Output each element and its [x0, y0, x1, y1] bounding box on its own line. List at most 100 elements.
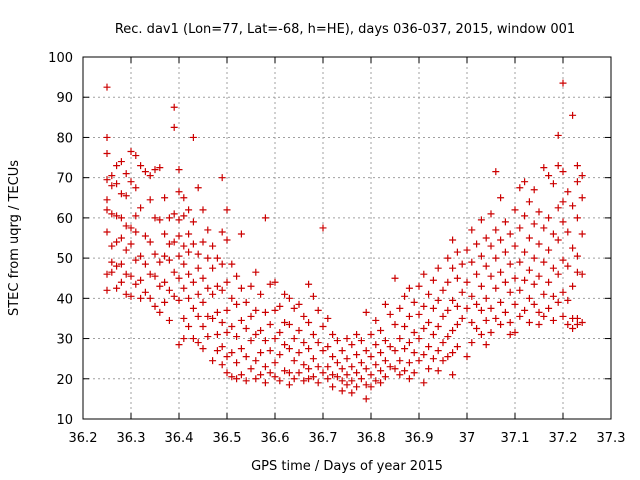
data-point: [439, 286, 447, 294]
y-tick-label: 70: [56, 172, 73, 187]
data-point: [213, 347, 221, 355]
data-point: [391, 320, 399, 328]
data-point: [357, 359, 365, 367]
data-point: [180, 335, 188, 343]
data-point: [535, 320, 543, 328]
data-point: [497, 298, 505, 306]
data-point: [501, 278, 509, 286]
data-point: [564, 188, 572, 196]
data-point: [434, 264, 442, 272]
data-point: [295, 349, 303, 357]
data-point: [458, 260, 466, 268]
data-point: [194, 264, 202, 272]
data-point: [396, 357, 404, 365]
data-point: [218, 174, 226, 182]
data-point: [377, 349, 385, 357]
data-point: [103, 228, 111, 236]
data-point: [453, 274, 461, 282]
data-point: [549, 264, 557, 272]
data-point: [113, 180, 121, 188]
data-point: [161, 230, 169, 238]
data-point: [473, 240, 481, 248]
data-point: [290, 304, 298, 312]
x-tick-label: 36.3: [117, 431, 146, 446]
data-point: [247, 337, 255, 345]
data-point: [453, 320, 461, 328]
data-point: [175, 166, 183, 174]
data-point: [429, 304, 437, 312]
data-point: [343, 335, 351, 343]
data-point: [151, 272, 159, 280]
data-point: [535, 240, 543, 248]
data-point: [482, 316, 490, 324]
data-point: [549, 292, 557, 300]
data-point: [281, 318, 289, 326]
data-point: [501, 218, 509, 226]
data-point: [410, 298, 418, 306]
data-point: [189, 335, 197, 343]
data-point: [266, 369, 274, 377]
data-point: [146, 196, 154, 204]
data-point: [309, 355, 317, 363]
data-point: [372, 341, 380, 349]
data-point: [161, 278, 169, 286]
data-point: [252, 357, 260, 365]
data-point: [511, 206, 519, 214]
data-point: [218, 228, 226, 236]
data-point: [113, 238, 121, 246]
data-point: [329, 371, 337, 379]
data-point: [146, 294, 154, 302]
data-point: [252, 268, 260, 276]
data-point: [305, 280, 313, 288]
data-point: [175, 188, 183, 196]
data-point: [127, 178, 135, 186]
data-point: [113, 262, 121, 270]
data-point: [429, 331, 437, 339]
data-point: [525, 294, 533, 302]
data-point: [170, 210, 178, 218]
data-point: [569, 244, 577, 252]
data-point: [564, 320, 572, 328]
data-point: [223, 353, 231, 361]
data-point: [189, 278, 197, 286]
data-point: [146, 172, 154, 180]
data-point: [453, 343, 461, 351]
data-point: [569, 202, 577, 210]
data-point: [573, 214, 581, 222]
data-point: [468, 226, 476, 234]
data-point: [482, 341, 490, 349]
data-point: [444, 333, 452, 341]
data-point: [199, 206, 207, 214]
data-point: [103, 206, 111, 214]
data-point: [415, 282, 423, 290]
data-point: [578, 172, 586, 180]
data-point: [113, 212, 121, 220]
data-point: [425, 318, 433, 326]
data-point: [381, 357, 389, 365]
data-point: [103, 133, 111, 141]
data-point: [511, 329, 519, 337]
x-axis-tick-labels: 36.2 36.3 36.4 36.5 36.6 36.7 36.8 36.9 37 37.1 37…: [69, 431, 626, 446]
data-point: [434, 347, 442, 355]
data-point: [497, 320, 505, 328]
data-point: [199, 298, 207, 306]
data-point: [545, 172, 553, 180]
data-point: [501, 308, 509, 316]
data-point: [338, 365, 346, 373]
data-point: [233, 272, 241, 280]
data-point: [314, 339, 322, 347]
data-point: [362, 347, 370, 355]
data-point: [156, 258, 164, 266]
data-point: [525, 234, 533, 242]
data-point: [497, 268, 505, 276]
data-point: [127, 292, 135, 300]
data-point: [453, 248, 461, 256]
data-point: [281, 367, 289, 375]
data-point: [487, 304, 495, 312]
data-point: [223, 236, 231, 244]
data-point: [559, 218, 567, 226]
data-point: [410, 349, 418, 357]
data-point: [223, 369, 231, 377]
data-point: [271, 306, 279, 314]
data-point: [506, 288, 514, 296]
